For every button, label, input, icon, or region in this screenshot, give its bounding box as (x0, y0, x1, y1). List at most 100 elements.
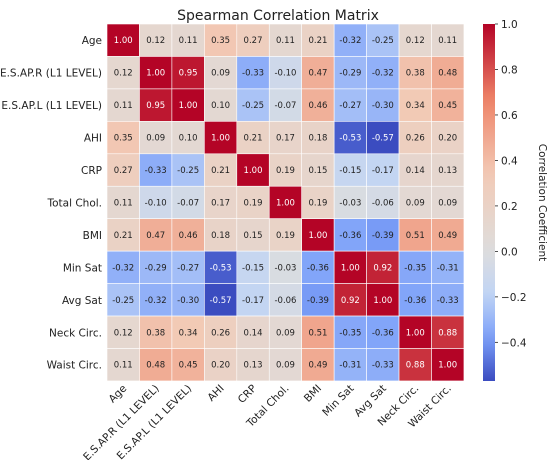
colorbar-tick-label: −0.2 (501, 292, 527, 304)
cell-value-label: 0.48 (146, 361, 165, 371)
cell-value-label: -0.10 (274, 69, 296, 79)
cell-value-label: 0.47 (308, 69, 327, 79)
heatmap-cell (398, 121, 432, 155)
cell-value-label: 0.27 (244, 36, 263, 46)
cell-value-label: 0.35 (211, 36, 230, 46)
heatmap-cell (268, 250, 303, 284)
heatmap-cell (398, 250, 432, 284)
cell-value-label: 1.00 (373, 296, 392, 306)
cell-value-label: -0.36 (372, 328, 394, 338)
heatmap-cell (171, 56, 205, 90)
heatmap-cell (431, 283, 465, 317)
cell-value-label: -0.17 (372, 166, 394, 176)
cell-value-label: 0.13 (244, 361, 263, 371)
heatmap-cell (204, 153, 238, 187)
cell-value-label: 0.10 (211, 101, 230, 111)
heatmap-cell (106, 185, 140, 220)
heatmap-cell (431, 348, 465, 382)
heatmap-cell (268, 153, 303, 187)
cell-value-label: 1.00 (146, 69, 165, 79)
column-label: Age (106, 383, 129, 406)
heatmap-cell (398, 153, 432, 187)
cell-value-label: -0.25 (177, 166, 199, 176)
colorbar-tick-label: 0.8 (501, 64, 518, 76)
cell-value-label: 0.13 (438, 166, 457, 176)
cell-value-label: -0.30 (372, 101, 394, 111)
heatmap-cell (236, 56, 270, 90)
heatmap-cell (366, 348, 400, 382)
heatmap-cell (106, 23, 140, 57)
cell-value-label: -0.35 (339, 328, 361, 338)
row-label: BMI (83, 230, 102, 242)
cell-value-label: -0.27 (339, 101, 361, 111)
colorbar-tick-label: 0.2 (501, 201, 518, 213)
cell-value-label: 0.35 (114, 134, 133, 144)
cell-value-label: -0.29 (145, 263, 167, 273)
colorbar: 1.0 0.8 0.6 0.4 0.2 0.0 −0.2 −0.4 Correlation Co… (483, 19, 548, 381)
cell-value-label: 0.11 (276, 36, 295, 46)
cell-value-label: 0.09 (276, 328, 295, 338)
cell-value-label: 0.21 (308, 36, 327, 46)
heatmap-cell (333, 348, 367, 382)
heatmap-cell (366, 315, 400, 349)
cell-value-label: 0.10 (179, 134, 198, 144)
heatmap-cell (171, 121, 205, 155)
row-label: E.S.AP.L (L1 LEVEL) (1, 100, 102, 112)
cell-value-label: 1.00 (211, 134, 230, 144)
cell-value-label: -0.53 (210, 263, 232, 273)
heatmap-cell (268, 23, 303, 57)
heatmap-cell (236, 315, 270, 349)
cell-value-label: 1.00 (244, 166, 263, 176)
cell-value-label: 0.38 (146, 328, 165, 338)
heatmap-cell (236, 348, 270, 382)
cell-value-label: -0.33 (242, 69, 264, 79)
cell-value-label: 0.34 (179, 328, 198, 338)
cell-value-label: 1.00 (179, 101, 198, 111)
cell-value-label: 0.12 (114, 328, 133, 338)
heatmap-cell (106, 315, 140, 349)
heatmap-cell (301, 88, 335, 122)
heatmap-cell (171, 315, 205, 349)
heatmap-cell (171, 218, 205, 252)
heatmap-cell (268, 56, 303, 90)
heatmap-cell (333, 56, 367, 90)
colorbar-tick-label: −0.4 (501, 337, 527, 349)
heatmap-cell (236, 153, 270, 187)
cell-value-label: 0.12 (146, 36, 165, 46)
cell-value-label: 0.88 (406, 361, 425, 371)
cell-value-label: 0.18 (211, 231, 230, 241)
cell-value-label: -0.39 (372, 231, 394, 241)
heatmap-cell (139, 348, 173, 382)
heatmap-cell (204, 185, 238, 220)
cell-value-label: -0.17 (242, 296, 264, 306)
cell-value-label: -0.32 (145, 296, 167, 306)
cell-value-label: 0.45 (179, 361, 198, 371)
colorbar-tick-label: 0.4 (501, 155, 518, 167)
cell-value-label: -0.25 (112, 296, 134, 306)
cell-value-label: -0.32 (372, 69, 394, 79)
heatmap-cell (204, 218, 238, 252)
heatmap-cell (431, 153, 465, 187)
cell-value-label: -0.07 (274, 101, 296, 111)
heatmap-cell (431, 23, 465, 57)
heatmap-cell (106, 250, 140, 284)
row-label: AHI (84, 133, 102, 145)
cell-value-label: 1.00 (438, 361, 457, 371)
cell-value-label: 0.95 (146, 101, 165, 111)
heatmap-cell (431, 218, 465, 252)
row-labels: Age E.S.AP.R (L1 LEVEL) E.S.AP.L (L1 LEVEL… (0, 35, 102, 372)
cell-value-label: -0.36 (404, 296, 426, 306)
heatmap-cell (398, 283, 432, 317)
heatmap-cell (106, 283, 140, 317)
heatmap-cell (366, 185, 400, 220)
heatmap-cell (268, 121, 303, 155)
heatmap-cell (106, 153, 140, 187)
cell-value-label: 0.88 (438, 328, 457, 338)
cell-value-label: 1.00 (406, 328, 425, 338)
heatmap-cell (366, 153, 400, 187)
cell-value-label: -0.39 (307, 296, 329, 306)
row-label: Age (82, 35, 102, 47)
